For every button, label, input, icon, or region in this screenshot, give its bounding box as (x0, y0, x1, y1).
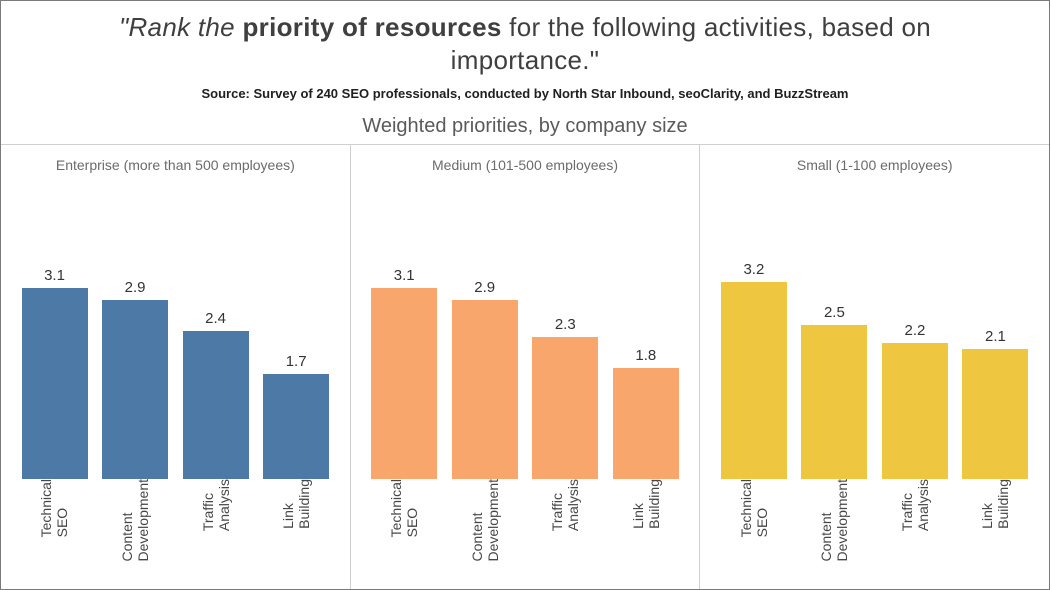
title-prefix: "Rank the (119, 12, 243, 42)
x-label: Link Building (979, 479, 1011, 533)
x-label: Content Development (469, 479, 501, 566)
x-label: Technical SEO (38, 479, 70, 541)
x-label-cell: Technical SEO (719, 479, 789, 589)
bar (532, 337, 598, 479)
bar-wrap: 2.3 (530, 316, 600, 479)
bar (613, 368, 679, 479)
bar-value-label: 2.2 (905, 322, 926, 339)
chart-title: "Rank the priority of resources for the … (41, 11, 1009, 76)
x-label-cell: Traffic Analysis (181, 479, 251, 589)
bar-value-label: 2.9 (474, 279, 495, 296)
bar-wrap: 2.2 (880, 322, 950, 479)
panel-title: Small (1-100 employees) (700, 145, 1049, 181)
bar (882, 343, 948, 479)
x-label-cell: Traffic Analysis (530, 479, 600, 589)
bar-wrap: 3.1 (20, 267, 90, 479)
chart-frame: "Rank the priority of resources for the … (0, 0, 1050, 590)
bar-value-label: 3.1 (394, 267, 415, 284)
bar (22, 288, 88, 479)
x-label: Traffic Analysis (899, 479, 931, 535)
x-label: Link Building (280, 479, 312, 533)
bar-wrap: 3.1 (369, 267, 439, 479)
bar-wrap: 2.9 (450, 279, 520, 479)
bar (371, 288, 437, 479)
plot-area: 3.1 2.9 2.4 1.7 (1, 181, 350, 479)
bar (452, 300, 518, 479)
x-axis-labels: Technical SEO Content Development Traffic … (1, 479, 350, 589)
x-label-cell: Content Development (450, 479, 520, 589)
bar-value-label: 2.4 (205, 310, 226, 327)
x-label: Link Building (630, 479, 662, 533)
bar (263, 374, 329, 479)
bar (102, 300, 168, 479)
bar (721, 282, 787, 479)
bar-value-label: 2.9 (125, 279, 146, 296)
panel-2: Small (1-100 employees) 3.2 2.5 2.2 2.1 Techn… (699, 145, 1049, 589)
chart-subtitle: Weighted priorities, by company size (41, 115, 1009, 138)
bar-value-label: 1.8 (635, 347, 656, 364)
x-label-cell: Technical SEO (369, 479, 439, 589)
bar-wrap: 2.9 (100, 279, 170, 479)
bar-wrap: 3.2 (719, 261, 789, 479)
x-axis-labels: Technical SEO Content Development Traffic … (700, 479, 1049, 589)
bar-value-label: 3.2 (743, 261, 764, 278)
panel-title: Enterprise (more than 500 employees) (1, 145, 350, 181)
bar (801, 325, 867, 479)
plot-area: 3.2 2.5 2.2 2.1 (700, 181, 1049, 479)
bar-value-label: 2.3 (555, 316, 576, 333)
bar (962, 349, 1028, 479)
x-label: Technical SEO (388, 479, 420, 541)
x-label-cell: Technical SEO (20, 479, 90, 589)
chart-source: Source: Survey of 240 SEO professionals,… (41, 86, 1009, 101)
panel-1: Medium (101-500 employees) 3.1 2.9 2.3 1.8 Te… (350, 145, 700, 589)
panels-row: Enterprise (more than 500 employees) 3.1 2… (1, 144, 1049, 589)
x-label-cell: Content Development (799, 479, 869, 589)
plot-area: 3.1 2.9 2.3 1.8 (351, 181, 700, 479)
title-suffix: for the following activities, based on i… (451, 12, 931, 75)
x-label: Content Development (119, 479, 151, 566)
bar-wrap: 1.7 (261, 353, 331, 479)
x-label-cell: Link Building (960, 479, 1030, 589)
x-label-cell: Traffic Analysis (880, 479, 950, 589)
bar-value-label: 2.1 (985, 328, 1006, 345)
x-label-cell: Link Building (611, 479, 681, 589)
x-label-cell: Content Development (100, 479, 170, 589)
bar-value-label: 2.5 (824, 304, 845, 321)
x-label-cell: Link Building (261, 479, 331, 589)
panel-title: Medium (101-500 employees) (351, 145, 700, 181)
bar-wrap: 2.1 (960, 328, 1030, 479)
bar-wrap: 2.5 (799, 304, 869, 479)
bar-value-label: 3.1 (44, 267, 65, 284)
x-label: Technical SEO (738, 479, 770, 541)
bar-wrap: 1.8 (611, 347, 681, 479)
panel-0: Enterprise (more than 500 employees) 3.1 2… (1, 145, 350, 589)
chart-header: "Rank the priority of resources for the … (1, 1, 1049, 144)
x-label: Content Development (818, 479, 850, 566)
bar-wrap: 2.4 (181, 310, 251, 479)
x-axis-labels: Technical SEO Content Development Traffic … (351, 479, 700, 589)
bar (183, 331, 249, 479)
title-bold: priority of resources (242, 12, 501, 42)
x-label: Traffic Analysis (549, 479, 581, 535)
bar-value-label: 1.7 (286, 353, 307, 370)
x-label: Traffic Analysis (200, 479, 232, 535)
